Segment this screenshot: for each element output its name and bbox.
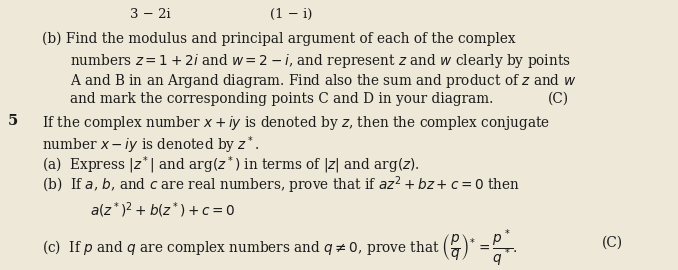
Text: $a(z^*)^2 + b(z^*) + c = 0$: $a(z^*)^2 + b(z^*) + c = 0$ [90, 200, 236, 220]
Text: (1 − i): (1 − i) [270, 8, 313, 21]
Text: (c)  If $p$ and $q$ are complex numbers and $q \neq 0$, prove that $\left(\dfrac: (c) If $p$ and $q$ are complex numbers a… [42, 228, 518, 269]
Text: (C): (C) [548, 92, 569, 106]
Text: numbers $z = 1 + 2i$ and $w = 2 - i$, and represent $z$ and $w$ clearly by point: numbers $z = 1 + 2i$ and $w = 2 - i$, an… [70, 52, 571, 70]
Text: If the complex number $x + iy$ is denoted by $z$, then the complex conjugate: If the complex number $x + iy$ is denote… [42, 114, 550, 132]
Text: (a)  Express $|z^*|$ and arg$(z^*)$ in terms of $|z|$ and arg$(z)$.: (a) Express $|z^*|$ and arg$(z^*)$ in te… [42, 154, 420, 176]
Text: 3 − 2i: 3 − 2i [130, 8, 171, 21]
Text: (b)  If $a$, $b$, and $c$ are real numbers, prove that if $az^2 + bz + c = 0$ th: (b) If $a$, $b$, and $c$ are real number… [42, 174, 520, 195]
Text: number $x - iy$ is denoted by $z^*$.: number $x - iy$ is denoted by $z^*$. [42, 134, 260, 156]
Text: (C): (C) [602, 236, 623, 250]
Text: (b) Find the modulus and principal argument of each of the complex: (b) Find the modulus and principal argum… [42, 32, 515, 46]
Text: A and B in an Argand diagram. Find also the sum and product of $z$ and $w$: A and B in an Argand diagram. Find also … [70, 72, 576, 90]
Text: 5: 5 [8, 114, 18, 128]
Text: and mark the corresponding points C and D in your diagram.: and mark the corresponding points C and … [70, 92, 494, 106]
